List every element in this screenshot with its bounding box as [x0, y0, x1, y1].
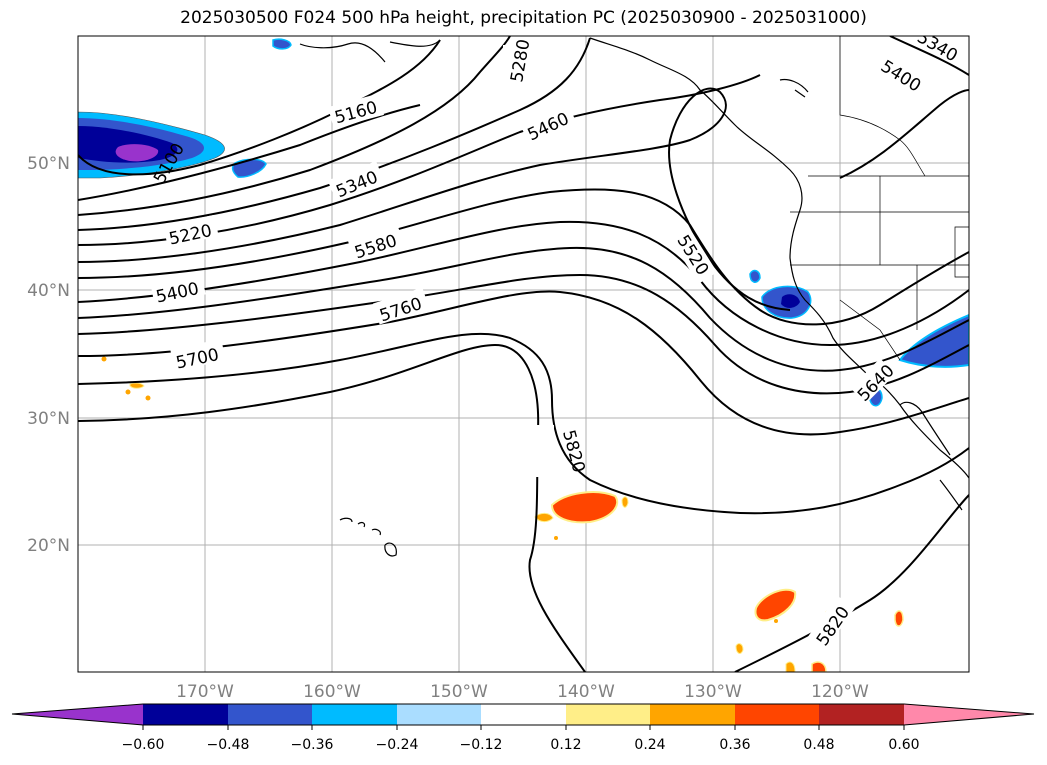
label-bg — [530, 425, 554, 477]
colorbar-segment — [397, 704, 482, 725]
colorbar-segment — [143, 704, 228, 725]
mexico-coast — [867, 374, 969, 479]
precip-blob-positive — [554, 536, 558, 540]
lon-label: 160°W — [303, 682, 361, 702]
colorbar-extend-high — [904, 704, 1034, 725]
contour-line — [78, 188, 969, 326]
precip-blob-positive — [811, 661, 827, 672]
precip-blob-positive — [785, 661, 796, 672]
colorbar-tick-labels: −0.60 −0.48 −0.36 −0.24 −0.12 0.12 0.24 … — [122, 737, 920, 753]
lon-label: 120°W — [811, 682, 869, 702]
colorbar: −0.60 −0.48 −0.36 −0.24 −0.12 0.12 0.24 … — [11, 703, 1035, 753]
lat-tick-labels: 50°N 40°N 30°N 20°N — [27, 154, 70, 556]
alaska-coast — [299, 39, 441, 63]
lat-label: 40°N — [27, 281, 70, 301]
label-bg — [850, 358, 896, 404]
label-bg — [347, 224, 405, 262]
colorbar-tick-label: −0.60 — [122, 737, 165, 753]
colorbar-segment — [566, 704, 651, 725]
label-bg — [328, 93, 384, 129]
colorbar-tick-label: 0.60 — [888, 737, 919, 753]
colorbar-extend-low — [12, 704, 143, 725]
colorbar-segment — [228, 704, 313, 725]
label-bg — [372, 287, 430, 325]
label-bg — [519, 102, 577, 144]
colorbar-tick-label: −0.24 — [376, 737, 419, 753]
hawaii-islands — [339, 517, 397, 557]
contour-line — [78, 290, 969, 436]
contour-line — [78, 37, 591, 231]
lon-label: 130°W — [684, 682, 742, 702]
precip-blob-positive — [129, 382, 145, 389]
label-bg — [170, 338, 226, 372]
colorbar-ticks — [142, 725, 905, 730]
colorbar-segment — [819, 704, 904, 725]
lat-label: 50°N — [27, 154, 70, 174]
precip-blob-positive — [125, 389, 131, 395]
colorbar-tick-label: −0.12 — [460, 737, 503, 753]
coastlines — [299, 37, 969, 557]
precip-blob-positive — [534, 512, 554, 523]
label-bg — [327, 161, 385, 201]
contour-line — [78, 273, 969, 395]
colorbar-tick-label: −0.48 — [207, 737, 250, 753]
colorbar-segment — [481, 704, 566, 725]
precip-blob-negative — [749, 269, 761, 283]
contour-line — [78, 36, 511, 216]
label-bg — [872, 58, 928, 104]
contour-line — [78, 246, 969, 372]
precip-blob-negative — [272, 38, 292, 50]
label-bg — [670, 228, 718, 284]
precip-blob-positive — [735, 643, 744, 654]
lon-label: 170°W — [176, 682, 234, 702]
precip-blob-positive — [145, 395, 151, 401]
colorbar-tick-label: 0.48 — [803, 737, 834, 753]
chart-title: 2025030500 F024 500 hPa height, precipit… — [180, 8, 867, 28]
lon-tick-labels: 170°W 160°W 150°W 140°W 130°W 120°W — [176, 682, 869, 702]
precip-blob-negative — [115, 144, 159, 162]
precip-blob-positive — [894, 610, 904, 627]
state-border — [839, 265, 918, 361]
colorbar-segment — [312, 704, 397, 725]
contour-line — [78, 220, 969, 347]
west-coast — [589, 37, 869, 376]
colorbar-tick-label: 0.24 — [634, 737, 665, 753]
precip-blob-positive — [754, 588, 797, 622]
lat-label: 30°N — [27, 409, 70, 429]
precip-blob-negative — [781, 294, 800, 308]
label-bg — [503, 45, 525, 85]
mexico-coast — [939, 479, 963, 511]
state-border — [790, 176, 969, 278]
colorbar-segment — [650, 704, 735, 725]
map-background — [78, 36, 969, 672]
colorbar-tick-label: 0.36 — [719, 737, 750, 753]
precip-blob-positive — [101, 356, 107, 362]
label-bg — [163, 214, 219, 248]
island-outline — [779, 78, 809, 98]
precip-blob-positive — [550, 491, 619, 524]
lon-label: 150°W — [430, 682, 488, 702]
contour-line — [734, 494, 969, 672]
contour-line — [78, 39, 441, 176]
contour-line — [78, 332, 969, 515]
contour-line — [889, 36, 969, 76]
label-bg — [807, 595, 855, 651]
precip-blob-positive — [621, 496, 629, 508]
lat-label: 20°N — [27, 536, 70, 556]
colorbar-tick-label: −0.36 — [291, 737, 334, 753]
colorbar-tick-label: 0.12 — [550, 737, 581, 753]
height-contours — [78, 36, 969, 672]
contour-line — [78, 343, 586, 672]
map-frame — [77, 35, 970, 673]
contour-line — [839, 89, 969, 179]
precip-blob-positive — [774, 619, 778, 623]
lon-label: 140°W — [557, 682, 615, 702]
label-bg — [150, 272, 206, 306]
colorbar-segment — [735, 704, 820, 725]
